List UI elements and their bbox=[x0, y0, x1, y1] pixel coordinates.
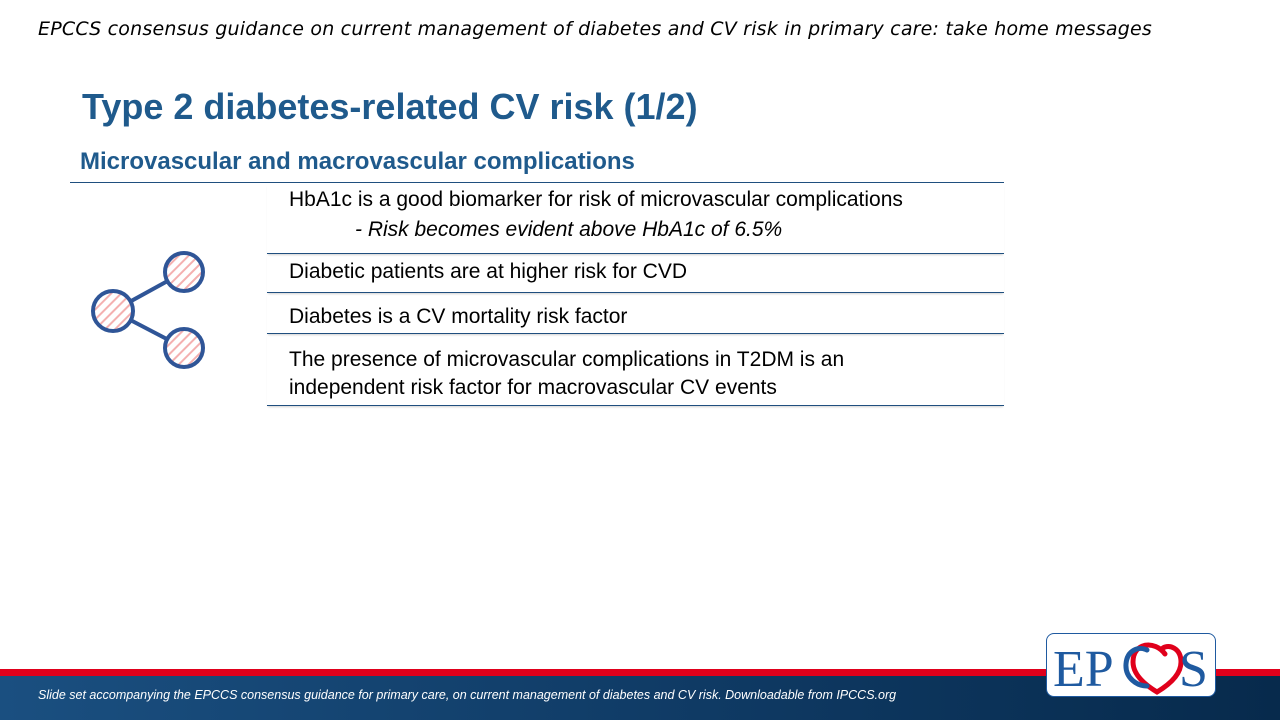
epccs-logo: EP S bbox=[1046, 633, 1216, 698]
logo-letters-left: EP bbox=[1053, 641, 1114, 698]
footer-red-stripe bbox=[0, 669, 1280, 676]
message-subpoint: - Risk becomes evident above HbA1c of 6.… bbox=[355, 218, 783, 241]
subtitle-divider bbox=[70, 182, 1004, 183]
logo-mark: EP S bbox=[1053, 641, 1208, 698]
slide-subtitle: Microvascular and macrovascular complica… bbox=[80, 148, 635, 175]
message-item: The presence of microvascular complicati… bbox=[267, 334, 1004, 406]
message-text: Diabetic patients are at higher risk for… bbox=[289, 260, 688, 283]
header-text: EPCCS consensus guidance on current mana… bbox=[38, 18, 1153, 40]
message-item: Diabetes is a CV mortality risk factor bbox=[267, 293, 1004, 334]
message-text: Diabetes is a CV mortality risk factor bbox=[289, 305, 628, 328]
share-network-icon bbox=[91, 251, 205, 369]
message-text-line-1: The presence of microvascular complicati… bbox=[289, 348, 845, 371]
message-text-line-2: independent risk factor for macrovascula… bbox=[289, 376, 777, 399]
message-text: HbA1c is a good biomarker for risk of mi… bbox=[289, 188, 903, 211]
slide-title: Type 2 diabetes-related CV risk (1/2) bbox=[82, 86, 698, 127]
footer-text: Slide set accompanying the EPCCS consens… bbox=[38, 688, 897, 702]
logo-letters-right: S bbox=[1179, 641, 1208, 698]
message-list: HbA1c is a good biomarker for risk of mi… bbox=[267, 184, 1004, 406]
message-item: HbA1c is a good biomarker for risk of mi… bbox=[267, 184, 1004, 254]
message-item: Diabetic patients are at higher risk for… bbox=[267, 254, 1004, 293]
heart-icon bbox=[1123, 642, 1184, 695]
